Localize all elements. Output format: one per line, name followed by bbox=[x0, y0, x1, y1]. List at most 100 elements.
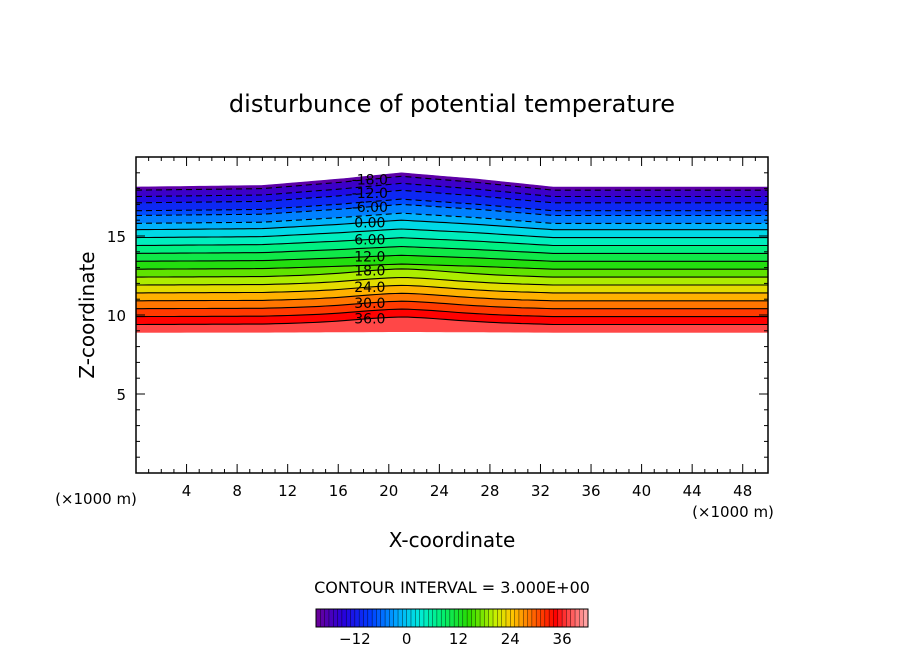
colorbar-cell bbox=[316, 609, 321, 627]
colorbar-cell bbox=[380, 609, 386, 627]
colorbar-cell bbox=[320, 609, 326, 627]
colorbar-cell bbox=[385, 609, 390, 627]
contour-label: 30.0 bbox=[354, 296, 385, 312]
colorbar-cell bbox=[410, 609, 416, 627]
colorbar-cell bbox=[402, 609, 408, 627]
colorbar-ticks: −12 0 12 24 36 bbox=[339, 630, 572, 648]
colorbar-cell bbox=[544, 609, 550, 627]
colorbar-cell bbox=[510, 609, 516, 627]
colorbar-cell bbox=[501, 609, 507, 627]
colorbar-cell bbox=[337, 609, 343, 627]
x-tick-label: 12 bbox=[278, 482, 297, 500]
contour-line bbox=[136, 292, 768, 302]
colorbar-cell bbox=[540, 609, 546, 627]
colorbar-cell bbox=[367, 609, 373, 627]
colorbar-cell bbox=[432, 609, 438, 627]
contour-line bbox=[136, 308, 768, 318]
colorbar-cell bbox=[531, 609, 537, 627]
colorbar-cell bbox=[423, 609, 429, 627]
colorbar-cell bbox=[493, 609, 498, 627]
y-tick-label: 15 bbox=[107, 228, 126, 246]
colorbar-cell bbox=[480, 609, 485, 627]
colorbar-cell bbox=[428, 609, 433, 627]
colorbar-cell bbox=[467, 609, 472, 627]
colorbar-cell bbox=[557, 609, 563, 627]
contour-label: 24.0 bbox=[354, 280, 385, 296]
colorbar-cell bbox=[514, 609, 520, 627]
colorbar-cell bbox=[579, 609, 585, 627]
colorbar-cell bbox=[575, 609, 580, 627]
contour-line bbox=[136, 228, 768, 239]
colorbar-cell bbox=[458, 609, 464, 627]
colorbar-cell bbox=[389, 609, 395, 627]
x-unit-label: (×1000 m) bbox=[692, 503, 774, 521]
colorbar-cell bbox=[562, 609, 567, 627]
z-unit-label: (×1000 m) bbox=[55, 490, 137, 508]
colorbar-cell bbox=[549, 609, 554, 627]
colorbar-cell bbox=[523, 609, 528, 627]
contour-line bbox=[136, 300, 768, 310]
chart-title: disturbunce of potential temperature bbox=[229, 90, 675, 118]
contour-line bbox=[136, 268, 768, 278]
colorbar bbox=[315, 609, 589, 627]
colorbar-cell bbox=[372, 609, 377, 627]
colorbar-tick-label: −12 bbox=[339, 630, 371, 648]
colorbar-tick-label: 0 bbox=[402, 630, 412, 648]
contour-line bbox=[136, 237, 768, 247]
x-tick-label: 20 bbox=[379, 482, 398, 500]
y-axis-ticks: 5 10 15 bbox=[107, 172, 768, 458]
colorbar-cell bbox=[505, 609, 511, 627]
colorbar-cell bbox=[583, 609, 589, 627]
colorbar-cell bbox=[350, 609, 356, 627]
colorbar-cell bbox=[566, 609, 572, 627]
x-tick-label: 8 bbox=[232, 482, 242, 500]
colorbar-cell bbox=[341, 609, 347, 627]
colorbar-tick-label: 36 bbox=[553, 630, 572, 648]
contour-label: -12.0 bbox=[352, 186, 388, 202]
colorbar-cell bbox=[393, 609, 399, 627]
colorbar-cell bbox=[406, 609, 412, 627]
colorbar-cell bbox=[419, 609, 425, 627]
colorbar-cell bbox=[553, 609, 559, 627]
y-tick-label: 10 bbox=[107, 307, 126, 325]
contour-labels: -18.0-12.0-6.000.006.00 12.018.024.030.03… bbox=[352, 172, 388, 327]
colorbar-cell bbox=[376, 609, 382, 627]
contour-line bbox=[136, 316, 768, 326]
x-tick-label: 16 bbox=[329, 482, 348, 500]
x-tick-label: 36 bbox=[581, 482, 600, 500]
colorbar-cell bbox=[398, 609, 403, 627]
colorbar-cell bbox=[488, 609, 494, 627]
colorbar-cell bbox=[471, 609, 477, 627]
contour-line bbox=[136, 189, 768, 204]
contour-label: 0.00 bbox=[354, 215, 385, 231]
colorbar-cell bbox=[436, 609, 442, 627]
contour-line bbox=[136, 198, 768, 212]
contour-label: -6.00 bbox=[352, 200, 388, 216]
x-tick-label: 48 bbox=[733, 482, 752, 500]
contour-line bbox=[136, 276, 768, 286]
colorbar-cell bbox=[475, 609, 481, 627]
colorbar-frame bbox=[315, 608, 589, 628]
x-tick-label: 24 bbox=[430, 482, 449, 500]
colorbar-cell bbox=[497, 609, 503, 627]
colorbar-cell bbox=[484, 609, 490, 627]
x-tick-label: 28 bbox=[480, 482, 499, 500]
x-axis-label: X-coordinate bbox=[389, 528, 516, 552]
colorbar-cell bbox=[363, 609, 369, 627]
x-tick-label: 44 bbox=[683, 482, 702, 500]
colorbar-tick-label: 12 bbox=[449, 630, 468, 648]
contour-line bbox=[136, 203, 768, 217]
y-axis-label: Z-coordinate bbox=[75, 251, 99, 378]
contour-line bbox=[136, 182, 768, 198]
y-tick-label: 5 bbox=[116, 386, 126, 404]
contour-label: 36.0 bbox=[354, 312, 385, 328]
contour-line bbox=[136, 284, 768, 294]
colorbar-cell bbox=[333, 609, 338, 627]
colorbar-cell bbox=[415, 609, 421, 627]
contour-line bbox=[136, 212, 768, 224]
contour-line bbox=[136, 219, 768, 231]
x-tick-label: 40 bbox=[632, 482, 651, 500]
contour-lines bbox=[136, 175, 768, 326]
colorbar-cell bbox=[536, 609, 541, 627]
